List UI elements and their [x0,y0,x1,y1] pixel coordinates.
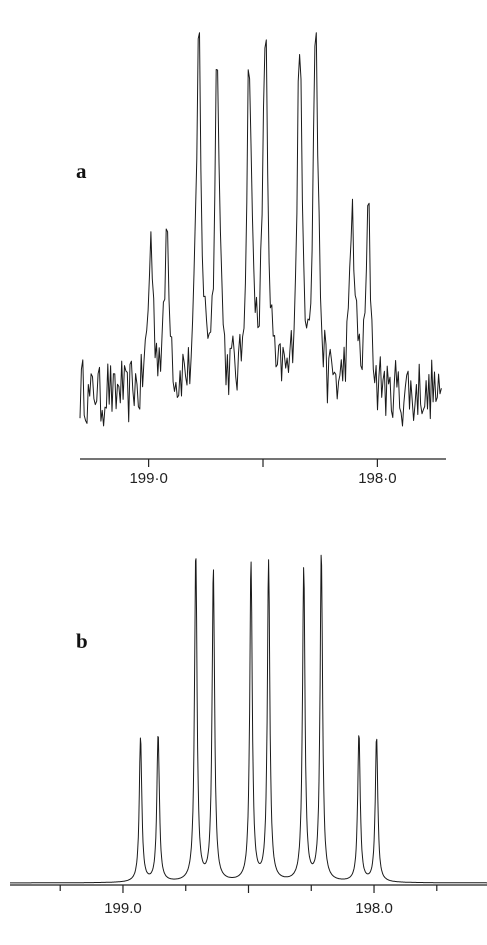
panel-b: b 199.0 198.0 [10,554,487,917]
x-ticks-a [148,459,378,467]
tick-label-b-1990: 199.0 [104,900,142,917]
tick-label-a-1990: 199·0 [129,470,167,487]
spectrum-b-line [10,554,487,884]
tick-label-a-1980: 198·0 [358,470,396,487]
panel-a: a 199·0 198·0 [76,32,446,487]
tick-label-b-1980: 198.0 [355,900,393,917]
spectrum-a-line [79,32,442,427]
panel-b-label: b [76,629,88,653]
panel-a-label: a [76,159,87,183]
x-ticks-b [59,885,438,893]
